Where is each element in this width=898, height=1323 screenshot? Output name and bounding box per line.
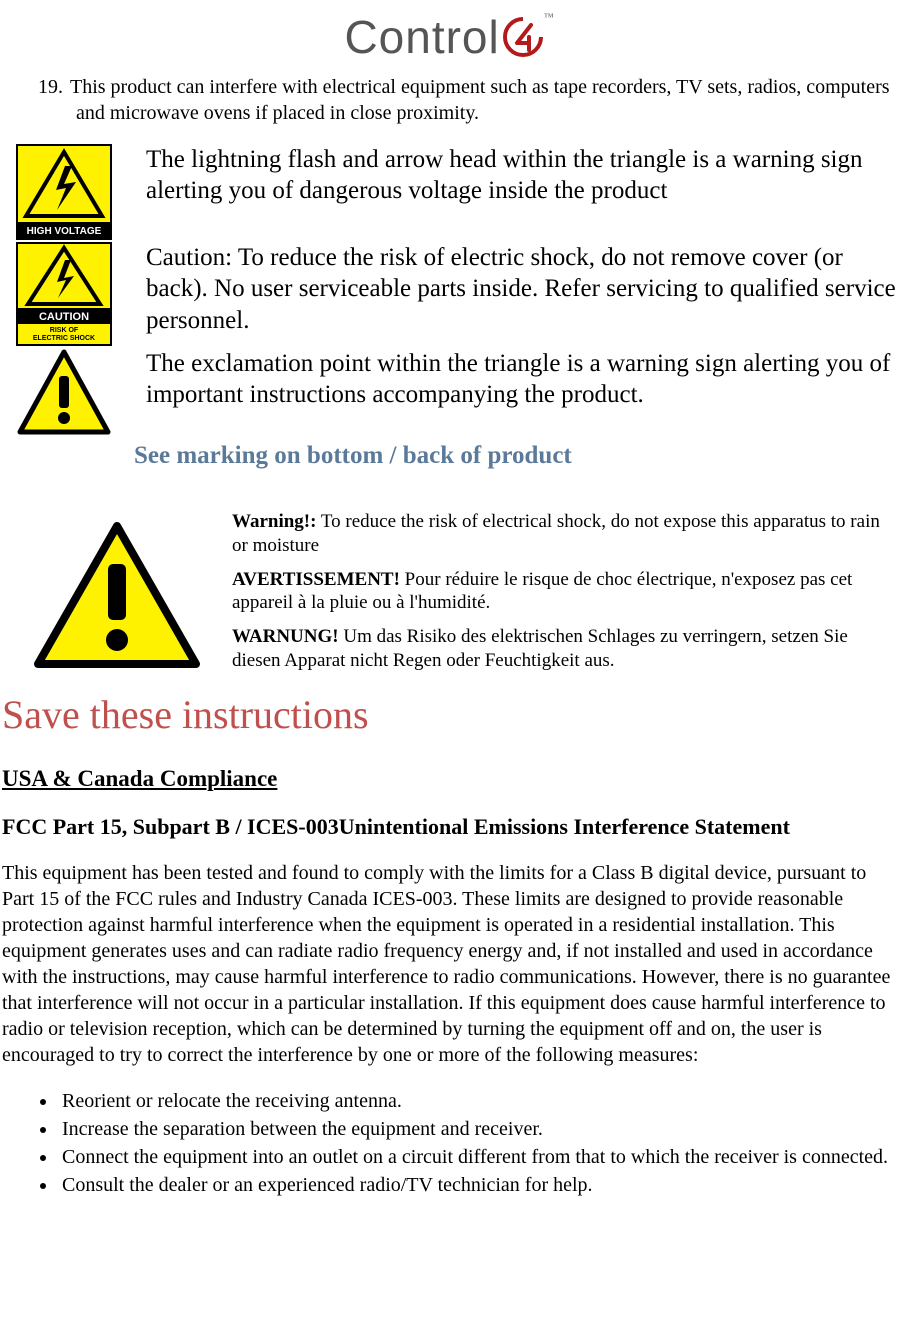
svg-text:ELECTRIC SHOCK: ELECTRIC SHOCK — [33, 335, 95, 342]
exclamation-icon — [16, 348, 112, 436]
list-item: Consult the dealer or an experienced rad… — [58, 1172, 896, 1198]
warning-fr: AVERTISSEMENT! Pour réduire le risque de… — [232, 568, 896, 616]
svg-text:RISK OF: RISK OF — [50, 327, 79, 334]
logo-text: Control — [344, 10, 499, 64]
list-item: Reorient or relocate the receiving anten… — [58, 1088, 896, 1114]
multilingual-warning: Warning!: To reduce the risk of electric… — [2, 510, 896, 683]
compliance-heading: USA & Canada Compliance — [2, 766, 896, 792]
list-item: Connect the equipment into an outlet on … — [58, 1144, 896, 1170]
warning-row-exclamation: The exclamation point within the triangl… — [2, 348, 896, 436]
high-voltage-text: The lightning flash and arrow head withi… — [146, 144, 896, 240]
large-exclamation-icon — [32, 520, 202, 670]
item-number: 19. — [38, 74, 70, 100]
exclamation-text: The exclamation point within the triangl… — [146, 348, 896, 436]
high-voltage-icon: HIGH VOLTAGE — [16, 144, 112, 240]
item-text: This product can interfere with electric… — [70, 76, 890, 124]
marking-line: See marking on bottom / back of product — [134, 442, 896, 470]
warning-en: Warning!: To reduce the risk of electric… — [232, 510, 896, 558]
svg-text:CAUTION: CAUTION — [39, 311, 89, 323]
warning-de: WARNUNG! Um das Risiko des elektrischen … — [232, 625, 896, 673]
list-item: Increase the separation between the equi… — [58, 1116, 896, 1142]
numbered-item-19: 19.This product can interfere with elect… — [2, 74, 896, 126]
warning-row-caution: CAUTION RISK OF ELECTRIC SHOCK Caution: … — [2, 242, 896, 346]
logo-four-icon — [502, 16, 544, 58]
fcc-heading: FCC Part 15, Subpart B / ICES-003Uninten… — [2, 814, 896, 840]
measures-list: Reorient or relocate the receiving anten… — [2, 1088, 896, 1198]
logo: Control ™ — [2, 10, 896, 64]
trademark: ™ — [544, 12, 554, 23]
save-instructions-heading: Save these instructions — [2, 691, 896, 738]
svg-text:HIGH VOLTAGE: HIGH VOLTAGE — [27, 226, 102, 237]
warning-row-high-voltage: HIGH VOLTAGE The lightning flash and arr… — [2, 144, 896, 240]
fcc-body: This equipment has been tested and found… — [2, 860, 896, 1068]
caution-text: Caution: To reduce the risk of electric … — [146, 242, 896, 346]
caution-shock-icon: CAUTION RISK OF ELECTRIC SHOCK — [16, 242, 112, 346]
